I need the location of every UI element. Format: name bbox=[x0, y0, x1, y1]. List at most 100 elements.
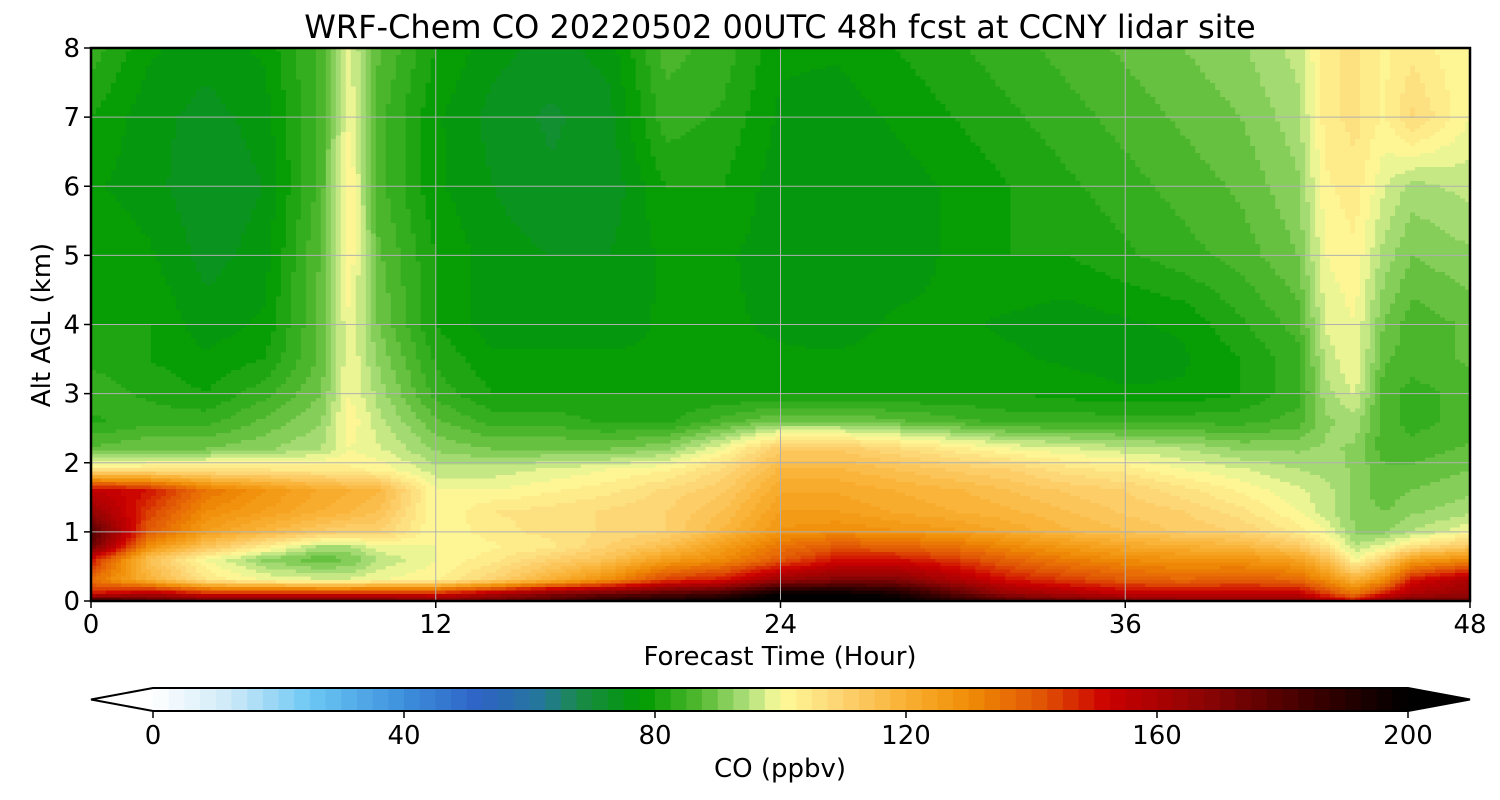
contour-cell bbox=[1375, 223, 1391, 228]
contour-cell bbox=[285, 223, 297, 228]
contour-cell bbox=[420, 454, 472, 459]
contour-cell bbox=[1320, 342, 1331, 347]
contour-cell bbox=[1185, 373, 1241, 378]
contour-cell bbox=[1070, 366, 1186, 371]
contour-cell bbox=[465, 356, 1036, 361]
contour-cell bbox=[645, 188, 762, 193]
contour-cell bbox=[1310, 471, 1351, 476]
contour-cell bbox=[410, 331, 427, 336]
contour-cell bbox=[1310, 237, 1321, 242]
contour-cell bbox=[1310, 202, 1316, 207]
contour-cell bbox=[340, 398, 347, 403]
contour-cell bbox=[1220, 454, 1346, 459]
contour-cell bbox=[1310, 244, 1321, 249]
contour-cell bbox=[530, 240, 617, 245]
contour-cell bbox=[1340, 72, 1361, 77]
contour-cell bbox=[91, 279, 167, 284]
contour-cell bbox=[755, 79, 782, 84]
contour-cell bbox=[1035, 128, 1106, 133]
contour-cell bbox=[1460, 471, 1470, 476]
contour-cell bbox=[1220, 338, 1261, 343]
contour-cell bbox=[330, 65, 337, 70]
contour-cell bbox=[1070, 254, 1141, 259]
contour-cell bbox=[345, 69, 352, 74]
contour-cell bbox=[360, 62, 367, 67]
contour-cell bbox=[1300, 310, 1306, 315]
contour-cell bbox=[1230, 345, 1266, 350]
contour-cell bbox=[125, 121, 177, 126]
contour-cell bbox=[355, 450, 392, 455]
contour-cell bbox=[1355, 408, 1366, 413]
contour-cell bbox=[335, 72, 342, 77]
contour-cell bbox=[405, 398, 422, 403]
contour-cell bbox=[1315, 380, 1321, 385]
contour-cell bbox=[140, 464, 352, 469]
contour-cell bbox=[315, 300, 327, 305]
contour-cell bbox=[240, 132, 272, 137]
contour-cell bbox=[285, 142, 302, 147]
contour-cell bbox=[465, 230, 522, 235]
contour-cell bbox=[1045, 440, 1156, 445]
contour-cell bbox=[855, 436, 902, 441]
contour-cell bbox=[315, 338, 327, 343]
contour-cell bbox=[765, 160, 921, 165]
contour-cell bbox=[780, 86, 857, 91]
contour-cell bbox=[325, 195, 332, 200]
contour-cell bbox=[1380, 366, 1386, 371]
contour-cell bbox=[170, 286, 267, 291]
contour-cell bbox=[1275, 377, 1301, 382]
contour-cell bbox=[125, 58, 152, 63]
contour-cell bbox=[720, 104, 752, 109]
contour-cell bbox=[370, 160, 377, 165]
contour-cell bbox=[565, 114, 617, 119]
contour-cell bbox=[1080, 93, 1151, 98]
contour-cell bbox=[1160, 261, 1226, 266]
contour-cell bbox=[1115, 433, 1306, 438]
contour-cell bbox=[1195, 237, 1256, 242]
contour-cell bbox=[330, 79, 337, 84]
contour-cell bbox=[1345, 303, 1356, 308]
contour-cell bbox=[345, 429, 357, 434]
contour-cell bbox=[115, 195, 172, 200]
contour-cell bbox=[1325, 149, 1371, 154]
contour-cell bbox=[1275, 114, 1301, 119]
contour-cell bbox=[165, 282, 207, 287]
contour-cell bbox=[410, 380, 427, 385]
contour-cell bbox=[255, 163, 277, 168]
contour-cell bbox=[1305, 62, 1316, 67]
contour-cell bbox=[1365, 454, 1381, 459]
contour-cell bbox=[470, 247, 542, 252]
contour-cell bbox=[100, 100, 137, 105]
contour-cell bbox=[390, 202, 407, 207]
contour-cell bbox=[545, 142, 557, 147]
contour-cell bbox=[1350, 307, 1356, 312]
contour-cell bbox=[150, 475, 182, 480]
contour-cell bbox=[485, 97, 612, 102]
contour-cell bbox=[1045, 55, 1121, 60]
contour-cell bbox=[1365, 296, 1376, 301]
contour-cell bbox=[355, 408, 367, 413]
contour-cell bbox=[425, 457, 612, 462]
contour-cell bbox=[345, 345, 357, 350]
contour-cell bbox=[435, 363, 472, 368]
contour-cell bbox=[385, 195, 407, 200]
contour-cell bbox=[290, 419, 322, 424]
contour-cell bbox=[1360, 401, 1366, 406]
contour-cell bbox=[1315, 321, 1321, 326]
contour-cell bbox=[1320, 167, 1326, 172]
contour-cell bbox=[1375, 275, 1386, 280]
contour-cell bbox=[335, 422, 347, 427]
contour-cell bbox=[1305, 195, 1316, 200]
contour-cell bbox=[305, 433, 327, 438]
contour-cell bbox=[275, 321, 292, 326]
contour-cell bbox=[285, 209, 302, 214]
contour-cell bbox=[1330, 384, 1351, 389]
contour-cell bbox=[395, 226, 412, 231]
contour-cell bbox=[360, 97, 367, 102]
contour-cell bbox=[345, 275, 352, 280]
contour-cell bbox=[330, 100, 337, 105]
contour-cell bbox=[1070, 170, 1141, 175]
contour-cell bbox=[1315, 401, 1326, 406]
contour-cell bbox=[325, 146, 332, 151]
contour-cell bbox=[1400, 114, 1411, 119]
